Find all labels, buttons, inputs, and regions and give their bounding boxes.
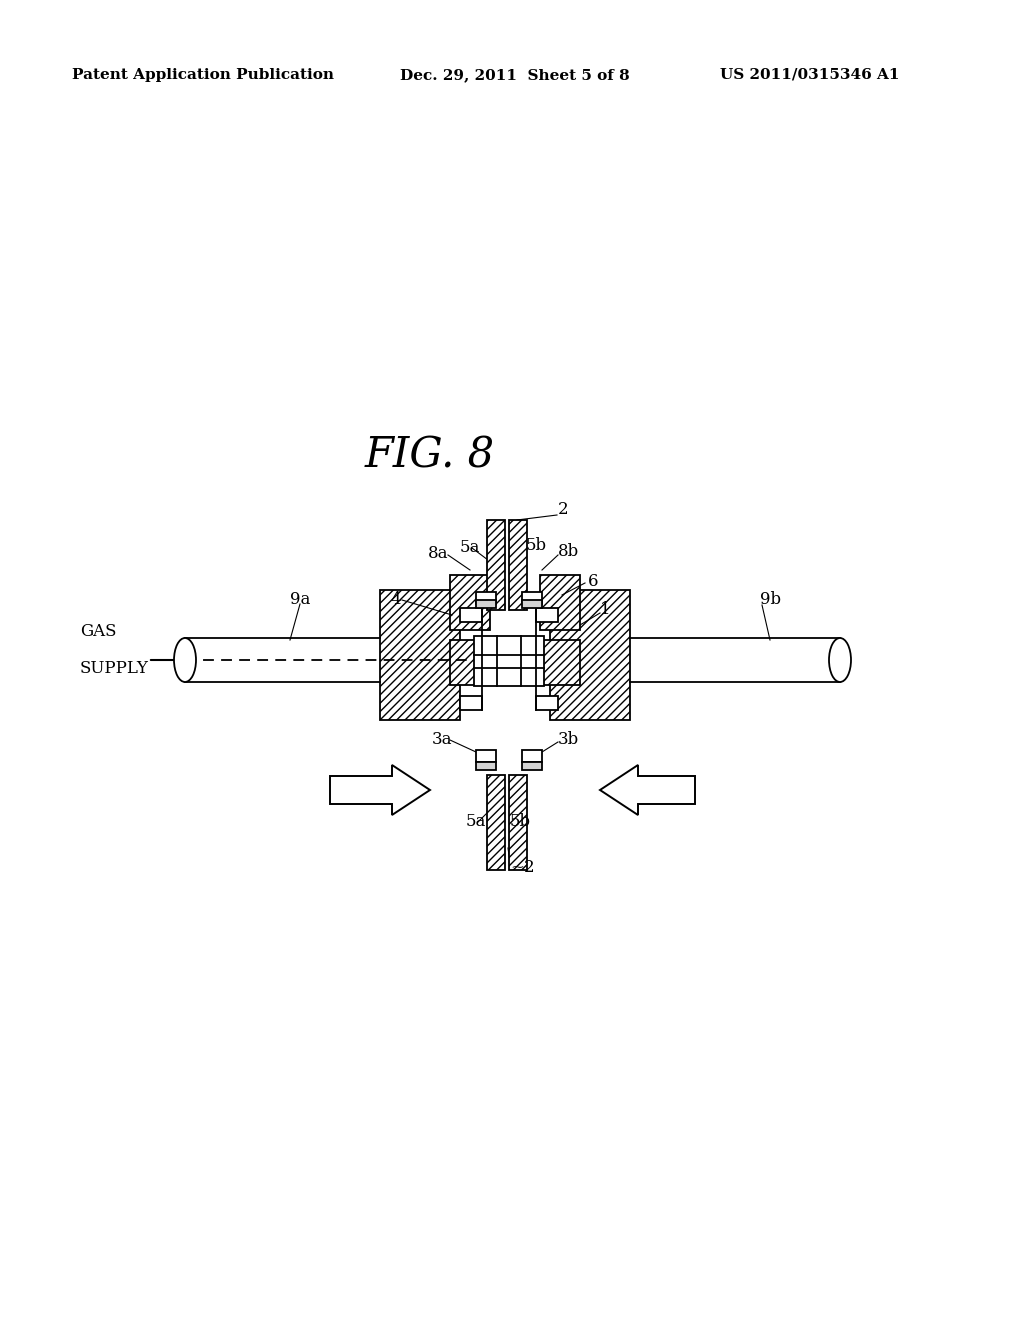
Text: 3b: 3b [558, 731, 580, 748]
Bar [536, 696, 558, 710]
Text: Patent Application Publication: Patent Application Publication [72, 69, 334, 82]
Bar [450, 640, 490, 685]
Text: FIG. 8: FIG. 8 [365, 436, 495, 477]
Bar [460, 609, 482, 622]
Text: SUPPLY: SUPPLY [80, 660, 148, 677]
Text: 5b: 5b [510, 813, 531, 830]
Bar [487, 520, 505, 610]
Text: Dec. 29, 2011  Sheet 5 of 8: Dec. 29, 2011 Sheet 5 of 8 [400, 69, 630, 82]
Bar [460, 696, 482, 710]
Bar [540, 640, 580, 685]
Text: 8a: 8a [428, 544, 449, 561]
Text: 9a: 9a [290, 591, 310, 609]
Text: ~2: ~2 [510, 859, 535, 876]
Text: 5b: 5b [526, 536, 547, 553]
Bar [509, 775, 527, 870]
Text: 9b: 9b [760, 591, 781, 609]
Bar [476, 601, 496, 609]
Text: 2: 2 [558, 502, 568, 519]
Text: 5a: 5a [466, 813, 486, 830]
Bar [550, 590, 630, 719]
Bar [450, 576, 490, 630]
Bar [522, 750, 542, 762]
Text: 8b: 8b [558, 544, 580, 561]
Bar [522, 601, 542, 609]
Bar [522, 591, 542, 605]
Bar [380, 590, 460, 719]
Bar [487, 775, 505, 870]
Bar [476, 762, 496, 770]
Polygon shape [600, 766, 695, 814]
Ellipse shape [829, 638, 851, 682]
Polygon shape [330, 766, 430, 814]
Bar [476, 591, 496, 605]
Text: 4: 4 [390, 591, 400, 609]
Text: US 2011/0315346 A1: US 2011/0315346 A1 [720, 69, 899, 82]
Text: 5a: 5a [460, 540, 480, 557]
Text: 1: 1 [600, 602, 610, 619]
Bar [540, 576, 580, 630]
Text: 6: 6 [588, 573, 598, 590]
Text: 3a: 3a [432, 731, 453, 748]
Ellipse shape [174, 638, 196, 682]
Bar [509, 520, 527, 610]
Bar [522, 762, 542, 770]
Text: GAS: GAS [80, 623, 117, 640]
Bar [476, 750, 496, 762]
Bar [474, 636, 544, 686]
Bar [536, 609, 558, 622]
